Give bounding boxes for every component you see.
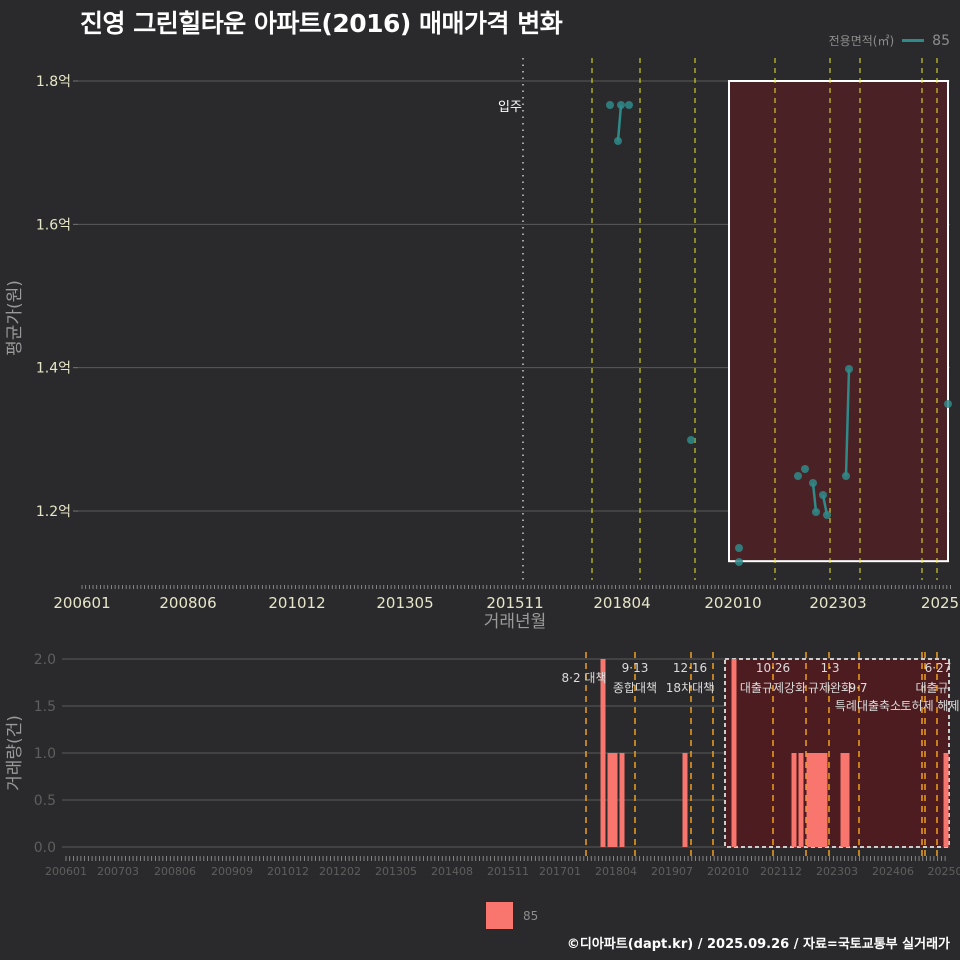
legend-bottom-value: 85: [523, 909, 538, 923]
x-tick-label: 201804: [595, 865, 637, 878]
policy-label: 특례대출축소: [835, 699, 901, 713]
y-tick-label: 1.8억: [36, 74, 71, 90]
y-tick-label: 0.5: [34, 793, 56, 809]
volume-bar: [613, 753, 618, 847]
x-tick-label: 200806: [154, 865, 196, 878]
x-tick-label: 20250: [928, 865, 960, 878]
y-tick-label: 1.4억: [36, 361, 71, 377]
price-point: [614, 137, 622, 145]
move-in-label: 입주: [498, 100, 522, 115]
y-axis-title: 거래량(건): [5, 715, 25, 791]
volume-bar: [944, 753, 949, 847]
price-point: [819, 491, 827, 499]
policy-label: 대출규: [915, 681, 948, 695]
legend-bottom: 85: [486, 902, 538, 929]
price-point: [794, 472, 802, 480]
price-point: [809, 479, 817, 487]
y-tick-label: 2.0: [34, 652, 56, 668]
price-point: [735, 544, 743, 552]
x-axis-title: 거래년월: [484, 612, 547, 632]
x-tick-label: 201202: [319, 865, 361, 878]
volume-bar: [814, 753, 819, 847]
x-tick-label: 202010: [707, 865, 749, 878]
x-tick-label: 201012: [267, 865, 309, 878]
x-tick-label: 2025: [921, 594, 959, 612]
x-tick-label: 200601: [45, 865, 87, 878]
policy-label: 8·2 대책: [562, 670, 607, 685]
x-tick-label: 201907: [651, 865, 693, 878]
x-tick-label: 202112: [760, 865, 802, 878]
price-line-segment: [618, 105, 621, 141]
price-point: [842, 472, 850, 480]
x-tick-label: 201511: [486, 594, 543, 612]
price-point: [606, 101, 614, 109]
price-point: [845, 365, 853, 373]
x-tick-label: 201408: [431, 865, 473, 878]
x-tick-label: 201511: [487, 865, 529, 878]
highlight-box: [729, 81, 948, 561]
y-tick-label: 1.6억: [36, 217, 71, 233]
x-tick-label: 202406: [872, 865, 914, 878]
x-tick-label: 200909: [211, 865, 253, 878]
volume-bar: [799, 753, 804, 847]
y-tick-label: 1.5: [34, 699, 56, 715]
volume-bar: [823, 753, 828, 847]
price-point: [812, 508, 820, 516]
x-tick-label: 200601: [53, 594, 110, 612]
x-tick-label: 201305: [376, 594, 433, 612]
policy-label: 대출규제강화: [740, 681, 806, 695]
x-tick-label: 201305: [375, 865, 417, 878]
y-axis-title: 평균가(원): [5, 280, 25, 356]
volume-bar: [608, 753, 613, 847]
volume-bar: [845, 753, 850, 847]
x-tick-label: 201701: [539, 865, 581, 878]
legend-bar-swatch-icon: [486, 902, 513, 929]
y-tick-label: 0.0: [34, 840, 56, 856]
x-tick-label: 200703: [97, 865, 139, 878]
volume-bar: [601, 659, 606, 847]
x-tick-label: 202010: [704, 594, 761, 612]
price-point: [801, 465, 809, 473]
price-point: [687, 436, 695, 444]
charts-canvas: 1.2억 1.4억 1.6억 1.8억입주 200601 200806 201012 2013…: [0, 0, 960, 960]
x-tick-label: 200806: [159, 594, 216, 612]
policy-label: 토허제 해제: [900, 699, 959, 713]
source-footer: ©디아파트(dapt.kr) / 2025.09.26 / 자료=국토교통부 실…: [567, 933, 950, 952]
y-tick-label: 1.2억: [36, 504, 71, 520]
price-point: [823, 511, 831, 519]
policy-label: 6·27: [925, 661, 952, 675]
volume-bar: [732, 659, 737, 847]
policy-label: 12·16: [673, 661, 707, 675]
policy-label: 종합대책: [613, 680, 657, 695]
policy-label: 9·13: [622, 661, 649, 675]
price-point: [625, 101, 633, 109]
price-point: [735, 558, 743, 566]
policy-label: 18차대책: [666, 680, 714, 695]
x-tick-label: 201804: [593, 594, 650, 612]
price-point: [617, 101, 625, 109]
policy-label: 1·3: [820, 661, 839, 675]
volume-bar: [683, 753, 688, 847]
policy-label: 9·7: [848, 681, 867, 695]
policy-label: 규제완화: [808, 681, 852, 695]
x-tick-label: 202303: [816, 865, 858, 878]
x-tick-label: 201012: [268, 594, 325, 612]
price-point: [944, 400, 952, 408]
y-tick-label: 1.0: [34, 746, 56, 762]
volume-bar: [792, 753, 797, 847]
x-tick-label: 202303: [809, 594, 866, 612]
policy-label: 10·26: [756, 661, 790, 675]
volume-bar: [620, 753, 625, 847]
